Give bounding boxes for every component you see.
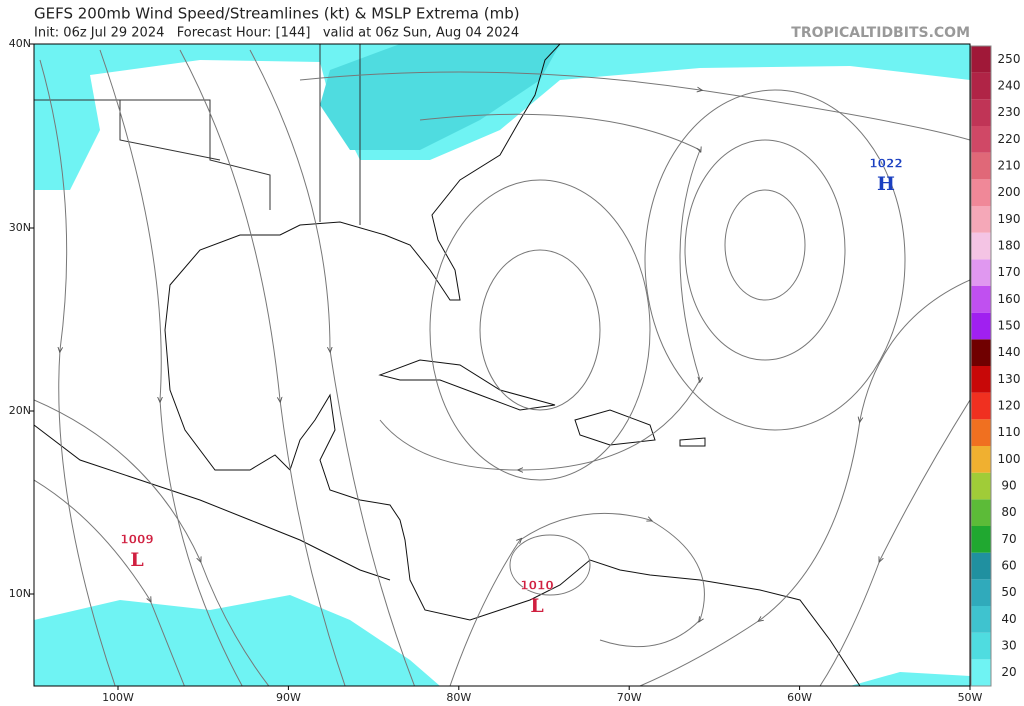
colorbar-swatch (971, 126, 991, 153)
colorbar-swatch (971, 152, 991, 180)
borders (34, 44, 361, 225)
streamline (819, 399, 970, 686)
colorbar-label: 120 (998, 399, 1021, 413)
colorbar-swatch (971, 72, 991, 100)
wind-area (320, 44, 560, 150)
streamline (429, 179, 651, 481)
colorbar-label: 150 (998, 319, 1021, 333)
subtitle: Init: 06z Jul 29 2024 Forecast Hour: [14… (34, 26, 519, 41)
lat-label: 40N (9, 37, 31, 50)
coastline (164, 44, 561, 471)
streamline (509, 534, 591, 596)
colorbar-label: 230 (998, 105, 1021, 119)
streamline (479, 249, 601, 411)
colorbar-swatch (971, 46, 991, 73)
colorbar-label: 240 (998, 79, 1021, 93)
streamline (639, 279, 970, 686)
colorbar-label: 100 (998, 452, 1021, 466)
colorbar-label: 250 (998, 52, 1021, 66)
lon-label: 60W (787, 691, 812, 704)
coastline (34, 424, 391, 581)
colorbar-swatch (971, 552, 991, 580)
colorbar-swatch (971, 606, 991, 633)
colorbar-label: 110 (998, 425, 1021, 439)
colorbar-label: 160 (998, 292, 1021, 306)
lat-label: 10N (9, 587, 31, 600)
colorbar-label: 210 (998, 159, 1021, 173)
colorbar-swatch (971, 659, 991, 686)
pressure-value: 1010 (520, 579, 553, 593)
streamline (34, 399, 270, 686)
lat-label: 20N (9, 404, 31, 417)
streamline (724, 189, 806, 301)
colorbar-label: 130 (998, 372, 1021, 386)
colorbar-label: 200 (998, 185, 1021, 199)
wind-area (34, 595, 440, 686)
colorbar-swatch (971, 446, 991, 473)
lon-label: 70W (617, 691, 642, 704)
colorbar-swatch (971, 179, 991, 206)
colorbar-swatch (971, 312, 991, 340)
streamline (39, 59, 116, 686)
pressure-value: 1009 (120, 533, 153, 547)
colorbar-swatch (971, 579, 991, 606)
colorbar-label: 40 (1001, 612, 1016, 626)
pressure-center: L (130, 549, 143, 571)
map-bg (34, 44, 970, 686)
colorbar-frame (970, 45, 992, 687)
lon-label: 80W (446, 691, 471, 704)
colorbar-swatch (971, 99, 991, 126)
streamline (179, 49, 346, 686)
colorbar-swatch (971, 419, 991, 446)
lon-label: 50W (958, 691, 983, 704)
colorbar-swatch (971, 232, 991, 260)
colorbar-label: 170 (998, 265, 1021, 279)
streamline (644, 89, 906, 431)
colorbar-swatch (971, 206, 991, 233)
colorbar-label: 180 (998, 239, 1021, 253)
colorbar-label: 60 (1001, 559, 1016, 573)
colorbar-swatch (971, 339, 991, 366)
map (34, 44, 970, 686)
streamline (249, 49, 416, 686)
streamline (379, 113, 700, 470)
streamline (34, 479, 185, 686)
colorbar-swatch (971, 366, 991, 393)
colorbar-swatch (971, 392, 991, 420)
lon-label: 100W (102, 691, 134, 704)
colorbar-swatch (971, 259, 991, 286)
pressure-value: 1022 (869, 157, 902, 171)
streamline (299, 71, 970, 141)
wind-area (850, 672, 970, 686)
streamline (684, 139, 846, 361)
title: GEFS 200mb Wind Speed/Streamlines (kt) &… (34, 5, 520, 23)
pressure-center: H (877, 173, 895, 195)
lat-label: 30N (9, 221, 31, 234)
wind-area (34, 44, 970, 190)
streamline (99, 49, 243, 686)
source: TROPICALTIDBITS.COM (791, 25, 970, 41)
colorbar-swatch (971, 472, 991, 500)
colorbar-swatch (971, 499, 991, 526)
colorbar-swatch (971, 286, 991, 313)
colorbar-label: 70 (1001, 532, 1016, 546)
colorbar-swatch (971, 632, 991, 660)
colorbar-label: 190 (998, 212, 1021, 226)
colorbar-label: 140 (998, 345, 1021, 359)
colorbar-label: 30 (1001, 639, 1016, 653)
lon-label: 90W (276, 691, 301, 704)
colorbar-label: 80 (1001, 505, 1016, 519)
pressure-center: L (530, 595, 543, 617)
colorbar-label: 20 (1001, 665, 1016, 679)
map-frame (33, 43, 971, 687)
colorbar-label: 50 (1001, 585, 1016, 599)
colorbar-swatch (971, 526, 991, 553)
colorbar-label: 90 (1001, 479, 1016, 493)
streamline (449, 512, 705, 686)
colorbar-label: 220 (998, 132, 1021, 146)
